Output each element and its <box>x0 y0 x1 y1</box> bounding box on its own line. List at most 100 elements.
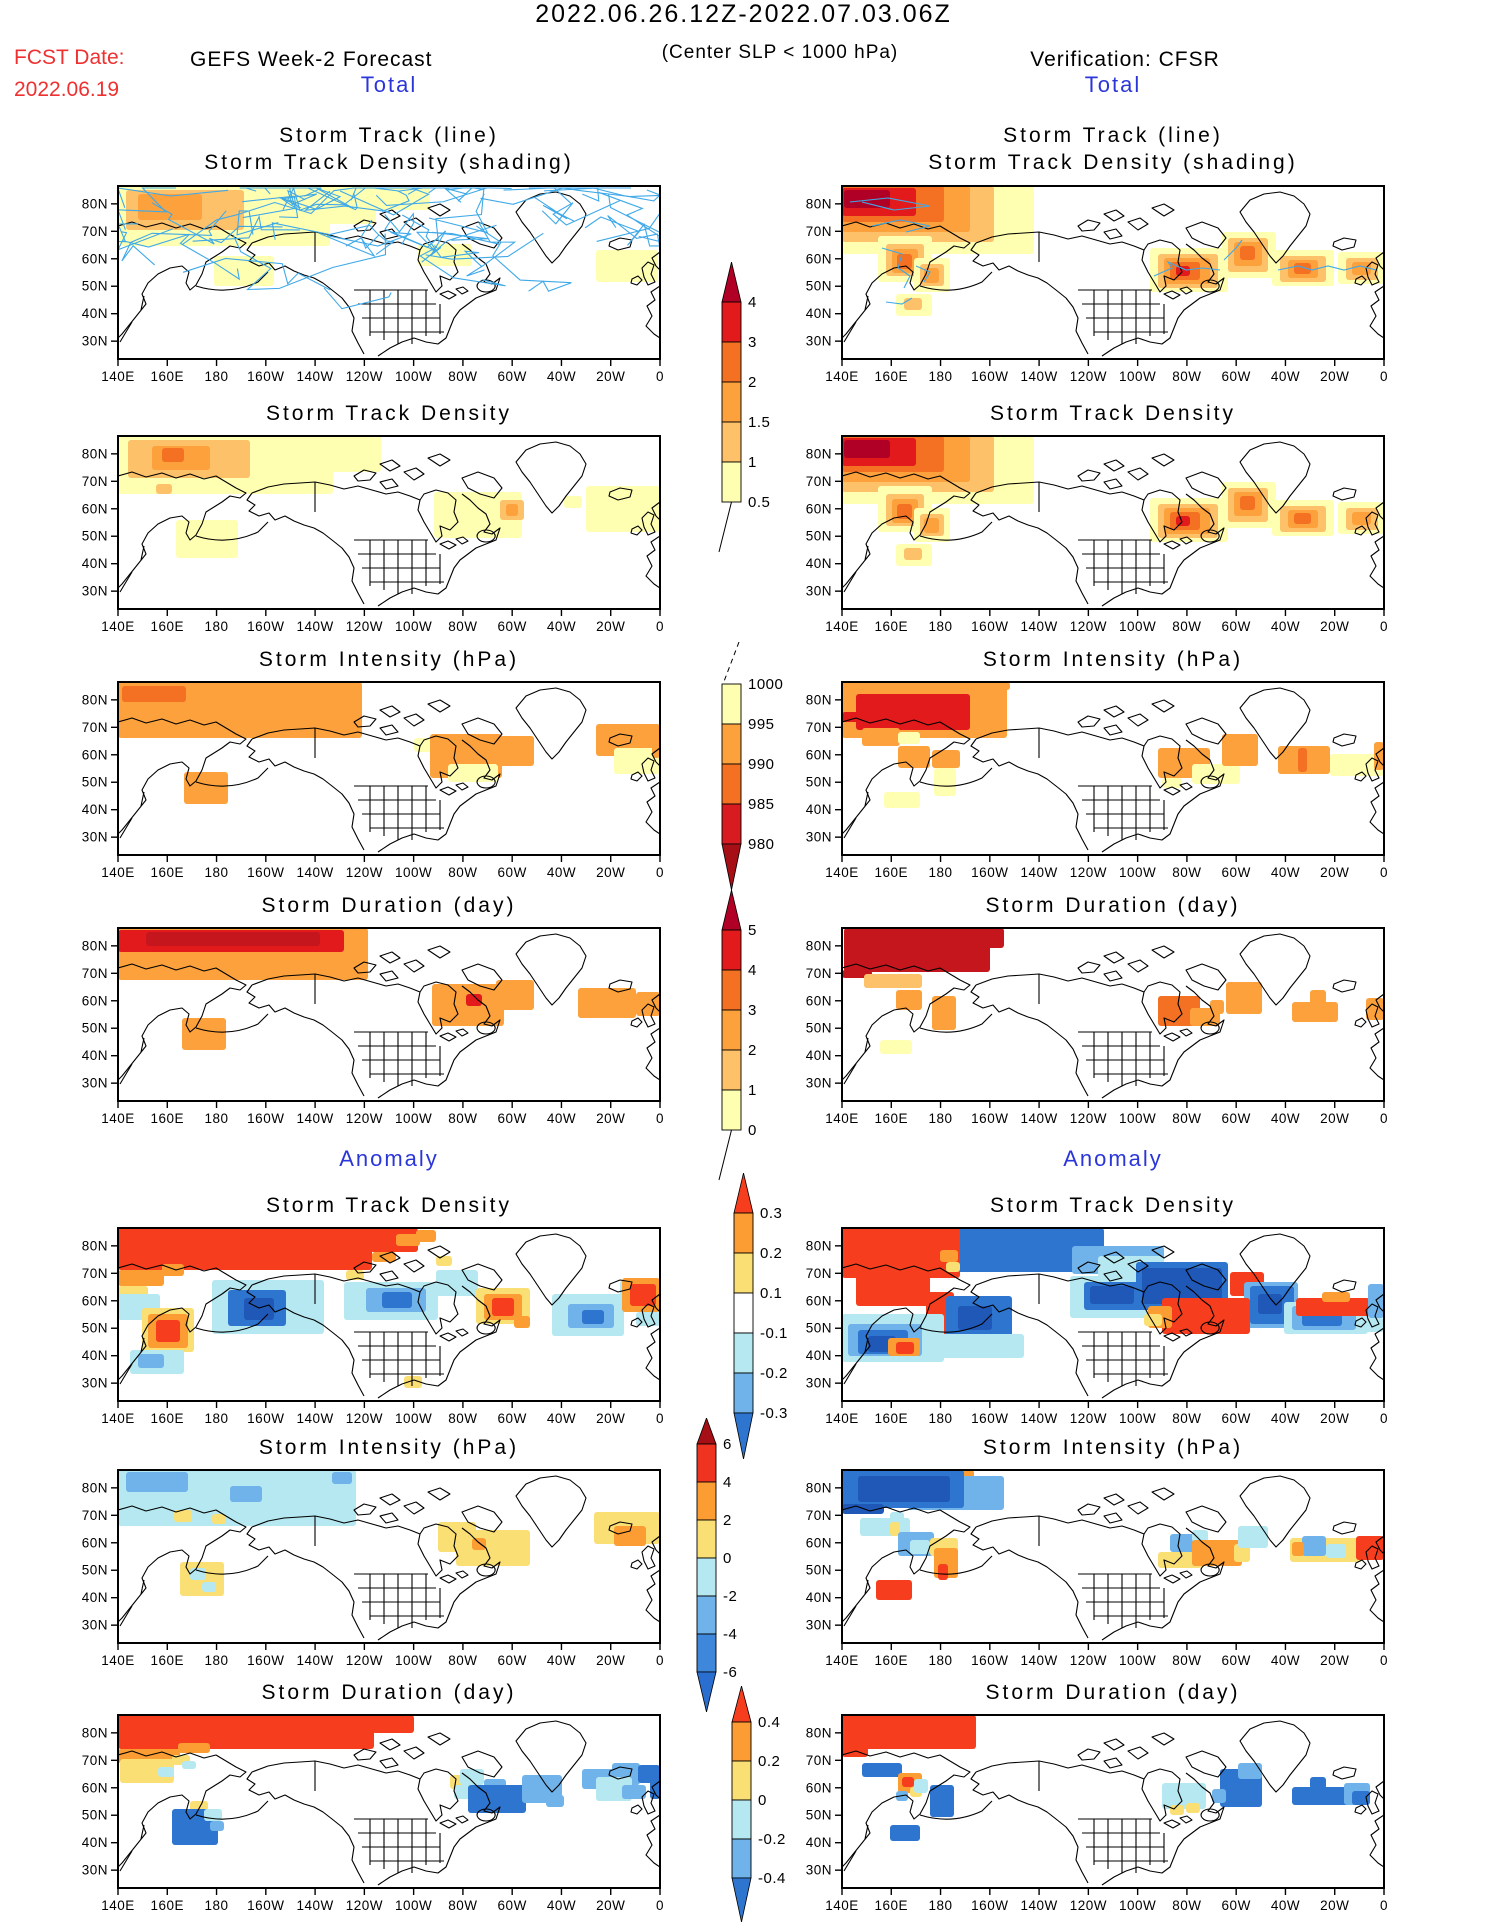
panel-title-forecast-row1-line2: Storm Track Density (shading) <box>204 151 574 174</box>
svg-text:180: 180 <box>205 1653 229 1668</box>
svg-text:60N: 60N <box>82 1293 108 1308</box>
svg-text:100W: 100W <box>1119 1111 1156 1126</box>
svg-text:100W: 100W <box>395 619 432 634</box>
shading-layer <box>842 1470 1384 1600</box>
coastline-layer <box>118 441 660 607</box>
colorbar-tick-label: 985 <box>748 796 775 813</box>
svg-text:60N: 60N <box>82 747 108 762</box>
colorbar-tick-label: 0 <box>758 1792 767 1809</box>
coastline-layer <box>118 1720 660 1886</box>
panel-title-forecast-row5: Storm Track Density <box>265 1194 513 1217</box>
map-verification-storm-intensity: 80N 70N 60N 50N 40N 30N 140E 160E 180 160W 140W 120… <box>806 681 1388 880</box>
svg-text:160W: 160W <box>247 1411 284 1426</box>
shading-layer <box>842 1228 1384 1362</box>
colorbar-tick-label: 980 <box>748 836 775 853</box>
svg-text:120W: 120W <box>1070 619 1107 634</box>
map-forecast-storm-duration-anomaly: 80N 70N 60N 50N 40N 30N 140E 160E 180 160W 140W 120… <box>82 1714 664 1913</box>
svg-text:20W: 20W <box>596 1111 625 1126</box>
svg-text:70N: 70N <box>82 1266 108 1281</box>
svg-text:100W: 100W <box>395 865 432 880</box>
svg-text:50N: 50N <box>82 775 108 790</box>
svg-text:120W: 120W <box>346 1111 383 1126</box>
svg-text:160E: 160E <box>151 1653 185 1668</box>
svg-text:120W: 120W <box>1070 1653 1107 1668</box>
svg-text:50N: 50N <box>82 1808 108 1823</box>
svg-text:140E: 140E <box>825 1111 859 1126</box>
svg-text:50N: 50N <box>82 1321 108 1336</box>
axis-labels: 80N 70N 60N 50N 40N 30N 140E 160E 180 160W 140W 120… <box>806 938 1388 1126</box>
coastline-layer <box>118 687 660 853</box>
map-verification-storm-duration-anomaly: 80N 70N 60N 50N 40N 30N 140E 160E 180 160W 140W 120… <box>806 1714 1388 1913</box>
svg-text:160E: 160E <box>875 1898 909 1913</box>
svg-text:120W: 120W <box>1070 369 1107 384</box>
svg-text:70N: 70N <box>806 474 832 489</box>
shading-layer <box>842 436 1384 566</box>
map-content <box>118 186 660 357</box>
svg-text:40W: 40W <box>547 1898 576 1913</box>
svg-text:20W: 20W <box>1320 1653 1349 1668</box>
svg-text:140W: 140W <box>296 1898 333 1913</box>
svg-text:0: 0 <box>1380 865 1388 880</box>
svg-text:40W: 40W <box>1271 1898 1300 1913</box>
svg-text:160W: 160W <box>247 1111 284 1126</box>
svg-text:0: 0 <box>1380 1111 1388 1126</box>
svg-text:30N: 30N <box>806 1863 832 1878</box>
svg-text:40W: 40W <box>547 1411 576 1426</box>
map-content <box>118 1470 660 1641</box>
map-forecast-storm-track-line-density: 80N 70N 60N 50N 40N 30N 140E 160E 180 160W 140W 120… <box>82 185 664 384</box>
svg-text:40N: 40N <box>82 556 108 571</box>
panel-title-verification-row1-line1: Storm Track (line) <box>1003 124 1223 147</box>
colorbar-tick-label: 1000 <box>748 676 783 693</box>
svg-text:60N: 60N <box>806 1780 832 1795</box>
svg-text:100W: 100W <box>395 1898 432 1913</box>
svg-text:180: 180 <box>929 369 953 384</box>
svg-text:180: 180 <box>205 1411 229 1426</box>
svg-text:80N: 80N <box>806 1725 832 1740</box>
svg-text:40W: 40W <box>1271 1411 1300 1426</box>
svg-text:60W: 60W <box>1222 1898 1251 1913</box>
svg-text:70N: 70N <box>806 1266 832 1281</box>
coastline-layer <box>118 1233 660 1399</box>
svg-text:20W: 20W <box>596 865 625 880</box>
svg-text:80N: 80N <box>82 938 108 953</box>
map-verification-storm-duration: 80N 70N 60N 50N 40N 30N 140E 160E 180 160W 140W 120… <box>806 927 1388 1126</box>
section-anomaly-verification: Anomaly <box>1063 1146 1163 1171</box>
colorbar-tick-label: -6 <box>723 1664 737 1681</box>
svg-text:40W: 40W <box>547 1111 576 1126</box>
svg-text:80N: 80N <box>806 1238 832 1253</box>
svg-text:80W: 80W <box>1172 1411 1201 1426</box>
condition-note: (Center SLP < 1000 hPa) <box>661 42 899 63</box>
svg-text:140W: 140W <box>296 1653 333 1668</box>
svg-text:40W: 40W <box>1271 619 1300 634</box>
colorbar-tick-label: 2 <box>748 374 757 391</box>
svg-text:70N: 70N <box>82 1508 108 1523</box>
coastline-layer <box>842 1475 1384 1641</box>
panel-title-verification-row4: Storm Duration (day) <box>985 894 1241 917</box>
svg-text:40N: 40N <box>82 1048 108 1063</box>
colorbar-tick-label: -0.4 <box>758 1870 786 1887</box>
svg-text:30N: 30N <box>82 1376 108 1391</box>
svg-text:160E: 160E <box>875 369 909 384</box>
svg-text:180: 180 <box>929 1111 953 1126</box>
svg-text:100W: 100W <box>1119 1411 1156 1426</box>
svg-text:0: 0 <box>656 1898 664 1913</box>
svg-text:70N: 70N <box>806 1753 832 1768</box>
section-total-verification: Total <box>1084 72 1142 97</box>
svg-text:0: 0 <box>1380 619 1388 634</box>
map-content <box>118 1715 660 1886</box>
svg-text:70N: 70N <box>82 224 108 239</box>
colorbar-tick-label: 0 <box>723 1550 732 1567</box>
map-verification-storm-track-density: 80N 70N 60N 50N 40N 30N 140E 160E 180 160W 140W 120… <box>806 435 1388 634</box>
svg-text:180: 180 <box>929 865 953 880</box>
coastline-layer <box>842 1233 1384 1399</box>
svg-text:30N: 30N <box>806 1076 832 1091</box>
map-verification-storm-intensity-anomaly: 80N 70N 60N 50N 40N 30N 140E 160E 180 160W 140W 120… <box>806 1469 1388 1668</box>
svg-text:0: 0 <box>1380 369 1388 384</box>
svg-text:40N: 40N <box>806 802 832 817</box>
colorbar-tick-label: 2 <box>748 1042 757 1059</box>
map-content <box>118 436 660 607</box>
svg-text:160E: 160E <box>875 865 909 880</box>
svg-text:60N: 60N <box>806 1293 832 1308</box>
svg-text:40N: 40N <box>806 1590 832 1605</box>
verification-column-label: Verification: CFSR <box>1030 48 1220 71</box>
